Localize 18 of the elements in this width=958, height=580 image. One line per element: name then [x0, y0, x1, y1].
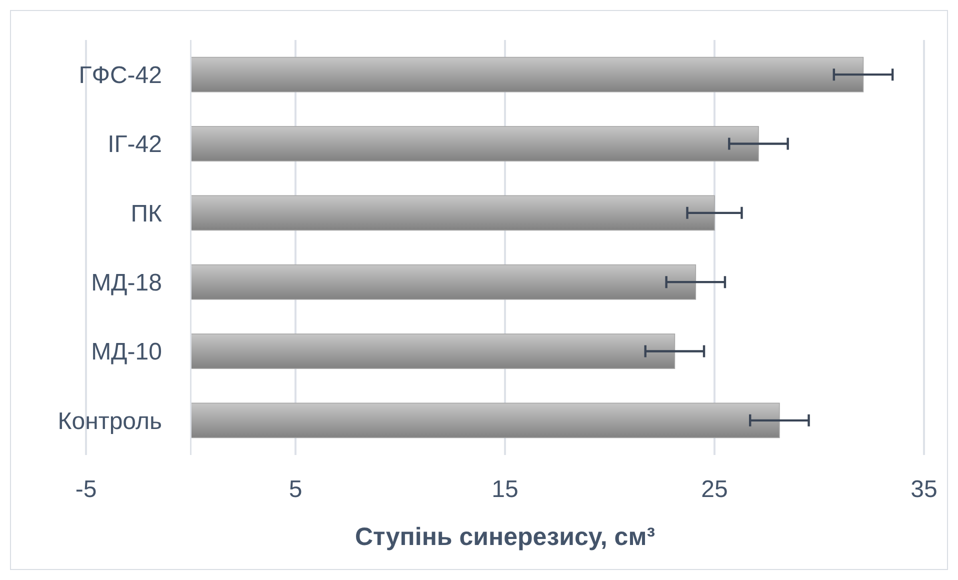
bar [190, 402, 780, 438]
x-tick-label: -5 [75, 476, 97, 503]
bar [190, 56, 864, 92]
x-tick-label: 5 [288, 476, 302, 503]
y-tick-label: ІГ-42 [108, 131, 162, 158]
x-tick-label: 35 [910, 476, 938, 503]
x-tick-label: 25 [701, 476, 728, 503]
bar [190, 334, 676, 369]
bar [190, 264, 696, 300]
bar [190, 126, 759, 162]
bar [190, 195, 715, 231]
y-tick-label: Контроль [58, 408, 162, 435]
y-tick-label: ПК [130, 200, 162, 228]
x-tick-label: 15 [492, 476, 518, 503]
x-axis-title: Ступінь синерезису, см³ [354, 523, 656, 551]
y-tick-label: МД-10 [91, 338, 162, 366]
y-tick-label: МД-18 [91, 269, 162, 296]
y-tick-label: ГФС-42 [78, 62, 162, 89]
